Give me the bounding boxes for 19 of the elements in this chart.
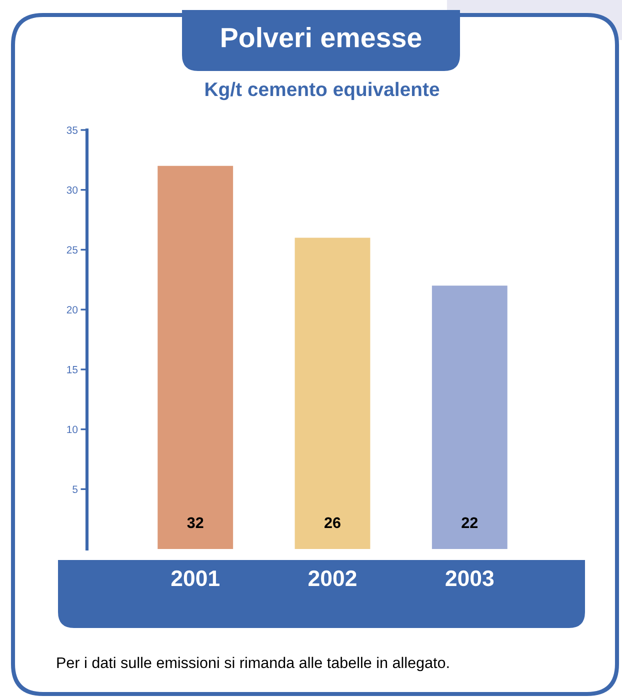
data-label: 26 bbox=[324, 517, 340, 528]
chart-subtitle: Kg/t cemento equivalente bbox=[206, 82, 440, 100]
y-tick-label: 10 bbox=[67, 426, 78, 434]
chart-title: Polveri emesse bbox=[222, 27, 422, 48]
y-tick-label: 35 bbox=[66, 126, 78, 134]
y-tick-label: 15 bbox=[67, 366, 78, 374]
y-tick-label: 30 bbox=[66, 186, 78, 194]
x-tick-label: 2003 bbox=[446, 570, 494, 586]
x-tick-label: 2001 bbox=[171, 570, 220, 586]
y-tick-label: 5 bbox=[72, 486, 78, 494]
text: Per i dati sulle emissioni si rimanda alle tabelle in allegato. bbox=[57, 656, 449, 672]
bar bbox=[158, 166, 234, 549]
bar bbox=[294, 238, 370, 549]
y-tick-label: 25 bbox=[66, 246, 78, 254]
data-label: 22 bbox=[462, 517, 478, 528]
bar bbox=[432, 286, 508, 549]
y-tick-label: 20 bbox=[66, 306, 78, 314]
data-label: 32 bbox=[187, 517, 204, 528]
x-tick-label: 2002 bbox=[308, 570, 356, 586]
